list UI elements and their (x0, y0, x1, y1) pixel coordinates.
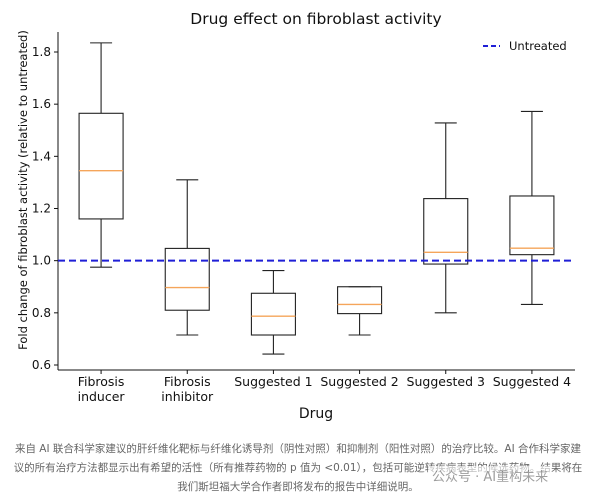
iqr-box (78, 112, 124, 220)
box-2 (164, 179, 210, 336)
iqr-box (509, 195, 555, 256)
iqr-box (250, 292, 296, 336)
box-3 (250, 270, 296, 355)
box-6 (509, 110, 555, 306)
y-tick-label: 0.8 (32, 306, 51, 320)
iqr-box (164, 247, 210, 311)
box-4 (337, 286, 383, 336)
box-1 (78, 42, 124, 268)
x-tick-label: Suggested 4 (493, 374, 571, 389)
x-tick-label: inhibitor (161, 389, 214, 404)
x-axis-label: Drug (299, 406, 333, 422)
chart-title: Drug effect on fibroblast activity (190, 10, 441, 28)
figure-caption: 来自 AI 联合科学家建议的肝纤维化靶标与纤维化诱导剂（阴性对照）和抑制剂（阳性… (13, 443, 583, 493)
x-tick-label: Suggested 3 (407, 374, 485, 389)
y-tick-label: 1.4 (32, 149, 51, 163)
legend-label: Untreated (509, 39, 567, 53)
box-5 (423, 122, 469, 314)
y-tick-label: 1.2 (32, 202, 51, 216)
iqr-box (337, 286, 383, 315)
x-tick-label: Suggested 1 (234, 374, 312, 389)
y-tick-label: 1.0 (32, 254, 51, 268)
x-tick-label: inducer (78, 389, 126, 404)
plot-area: 0.60.81.01.21.41.61.8 UntreatedFibrosisin… (32, 32, 575, 404)
watermark: 公众号 · AI重构未来 (428, 466, 553, 485)
iqr-box (423, 198, 469, 265)
x-tick-label: Fibrosis (164, 374, 211, 389)
y-axis-label: Fold change of fibroblast activity (rela… (16, 30, 30, 350)
y-tick-label: 1.6 (32, 97, 51, 111)
y-tick-label: 0.6 (32, 358, 51, 372)
chart-container: Drug effect on fibroblast activity Fold … (16, 10, 575, 422)
box-plot-chart: Drug effect on fibroblast activity Fold … (16, 10, 575, 422)
x-tick-label: Suggested 2 (320, 374, 398, 389)
x-tick-label: Fibrosis (78, 374, 125, 389)
y-tick-label: 1.8 (32, 45, 51, 59)
